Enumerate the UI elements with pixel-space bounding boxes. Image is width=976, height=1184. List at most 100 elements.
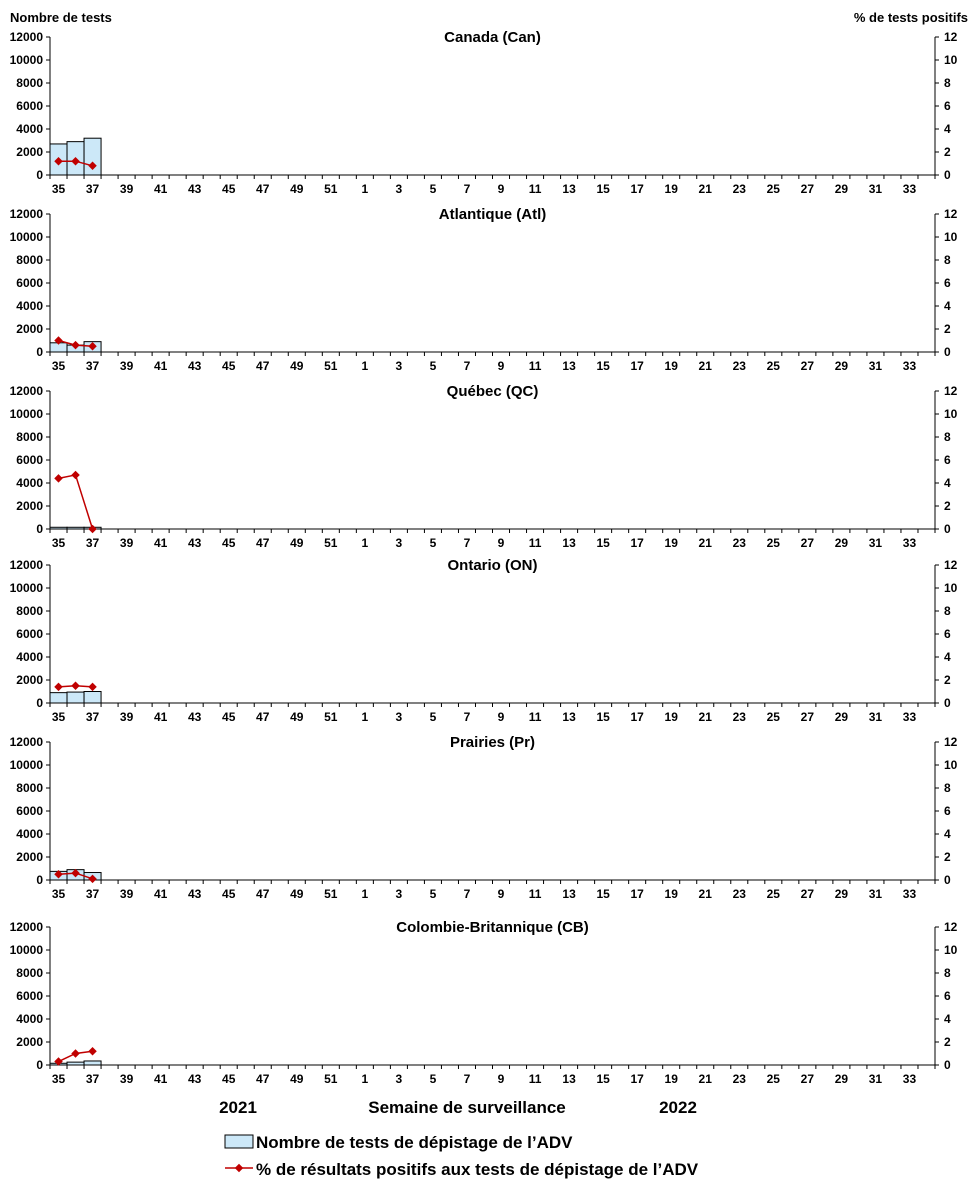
x-tick-label: 5 bbox=[430, 710, 437, 724]
right-tick-label: 4 bbox=[944, 1012, 951, 1026]
left-tick-label: 4000 bbox=[16, 827, 43, 841]
x-tick-label: 3 bbox=[396, 359, 403, 373]
right-tick-label: 0 bbox=[944, 696, 951, 710]
left-axis-title: Nombre de tests bbox=[10, 10, 112, 25]
x-tick-label: 43 bbox=[188, 182, 202, 196]
x-tick-label: 51 bbox=[324, 536, 338, 550]
right-tick-label: 6 bbox=[944, 627, 951, 641]
x-tick-label: 41 bbox=[154, 182, 168, 196]
x-tick-label: 7 bbox=[464, 1072, 471, 1086]
x-tick-label: 7 bbox=[464, 887, 471, 901]
x-tick-label: 11 bbox=[529, 182, 542, 196]
x-tick-label: 21 bbox=[699, 710, 713, 724]
point-week-36 bbox=[71, 156, 80, 166]
x-tick-label: 41 bbox=[154, 887, 168, 901]
x-tick-label: 17 bbox=[630, 536, 644, 550]
legend: Nombre de tests de dépistage de l’ADV % … bbox=[224, 1133, 699, 1179]
left-tick-label: 4000 bbox=[16, 299, 43, 313]
left-tick-label: 0 bbox=[36, 1058, 43, 1072]
left-tick-label: 6000 bbox=[16, 804, 43, 818]
right-tick-label: 0 bbox=[944, 1058, 951, 1072]
x-tick-label: 37 bbox=[86, 359, 100, 373]
right-tick-label: 12 bbox=[944, 30, 958, 44]
x-tick-label: 21 bbox=[699, 887, 713, 901]
right-tick-label: 10 bbox=[944, 581, 958, 595]
x-tick-label: 19 bbox=[665, 536, 679, 550]
bar-week-35 bbox=[49, 526, 68, 530]
x-tick-label: 11 bbox=[529, 887, 542, 901]
x-tick-label: 11 bbox=[529, 710, 542, 724]
right-tick-label: 6 bbox=[944, 99, 951, 113]
x-tick-label: 31 bbox=[869, 710, 883, 724]
x-tick-label: 15 bbox=[596, 887, 610, 901]
x-tick-label: 15 bbox=[596, 1072, 610, 1086]
left-tick-label: 0 bbox=[36, 522, 43, 536]
left-tick-label: 12000 bbox=[10, 30, 44, 44]
right-tick-label: 10 bbox=[944, 230, 958, 244]
x-tick-label: 3 bbox=[396, 887, 403, 901]
bar-week-35 bbox=[49, 692, 68, 704]
x-tick-label: 49 bbox=[290, 1072, 304, 1086]
x-tick-label: 35 bbox=[52, 1072, 66, 1086]
x-tick-label: 47 bbox=[256, 1072, 270, 1086]
right-tick-label: 0 bbox=[944, 345, 951, 359]
left-tick-label: 2000 bbox=[16, 145, 43, 159]
point-week-37 bbox=[88, 342, 97, 351]
x-tick-label: 49 bbox=[290, 182, 304, 196]
x-tick-label: 1 bbox=[362, 1072, 369, 1086]
point-week-36 bbox=[71, 681, 80, 690]
x-tick-label: 39 bbox=[120, 182, 134, 196]
panel-5: Prairies (Pr) 0 2000 4000 6000 8000 10000 12000… bbox=[10, 734, 958, 901]
point-week-36 bbox=[71, 470, 80, 480]
x-tick-label: 39 bbox=[120, 359, 134, 373]
left-tick-label: 12000 bbox=[10, 207, 44, 221]
left-tick-label: 8000 bbox=[16, 76, 43, 90]
left-tick-label: 8000 bbox=[16, 781, 43, 795]
x-tick-label: 17 bbox=[630, 887, 644, 901]
point-week-37 bbox=[88, 1046, 97, 1056]
right-tick-label: 8 bbox=[944, 966, 951, 980]
x-tick-label: 5 bbox=[430, 536, 437, 550]
x-tick-label: 13 bbox=[562, 887, 576, 901]
right-tick-label: 0 bbox=[944, 168, 951, 182]
x-tick-label: 3 bbox=[396, 182, 403, 196]
x-tick-label: 5 bbox=[430, 887, 437, 901]
right-tick-label: 10 bbox=[944, 758, 958, 772]
x-tick-label: 27 bbox=[801, 710, 815, 724]
x-tick-label: 45 bbox=[222, 536, 236, 550]
x-tick-label: 37 bbox=[86, 182, 100, 196]
x-tick-label: 19 bbox=[665, 1072, 679, 1086]
x-tick-label: 27 bbox=[801, 182, 815, 196]
x-tick-label: 49 bbox=[290, 887, 304, 901]
x-tick-label: 25 bbox=[767, 182, 781, 196]
right-tick-label: 4 bbox=[944, 476, 951, 490]
x-tick-label: 51 bbox=[324, 710, 338, 724]
x-tick-label: 17 bbox=[630, 1072, 644, 1086]
x-tick-label: 13 bbox=[562, 710, 576, 724]
right-tick-label: 2 bbox=[944, 850, 951, 864]
x-tick-label: 47 bbox=[256, 710, 270, 724]
x-tick-label: 33 bbox=[903, 182, 917, 196]
x-tick-label: 23 bbox=[733, 1072, 747, 1086]
x-tick-label: 33 bbox=[903, 536, 917, 550]
left-tick-label: 0 bbox=[36, 345, 43, 359]
right-tick-label: 2 bbox=[944, 145, 951, 159]
x-tick-label: 11 bbox=[529, 1072, 542, 1086]
right-tick-label: 2 bbox=[944, 322, 951, 336]
x-tick-label: 1 bbox=[362, 887, 369, 901]
right-tick-label: 8 bbox=[944, 781, 951, 795]
x-tick-label: 23 bbox=[733, 359, 747, 373]
left-tick-label: 4000 bbox=[16, 1012, 43, 1026]
x-tick-label: 45 bbox=[222, 710, 236, 724]
x-tick-label: 49 bbox=[290, 710, 304, 724]
left-tick-label: 8000 bbox=[16, 966, 43, 980]
x-tick-label: 43 bbox=[188, 710, 202, 724]
right-tick-label: 8 bbox=[944, 76, 951, 90]
x-tick-label: 37 bbox=[86, 710, 100, 724]
x-tick-label: 13 bbox=[562, 359, 576, 373]
x-tick-label: 5 bbox=[430, 1072, 437, 1086]
right-tick-label: 4 bbox=[944, 650, 951, 664]
x-tick-label: 29 bbox=[835, 887, 849, 901]
x-tick-label: 13 bbox=[562, 182, 576, 196]
x-tick-label: 23 bbox=[733, 182, 747, 196]
